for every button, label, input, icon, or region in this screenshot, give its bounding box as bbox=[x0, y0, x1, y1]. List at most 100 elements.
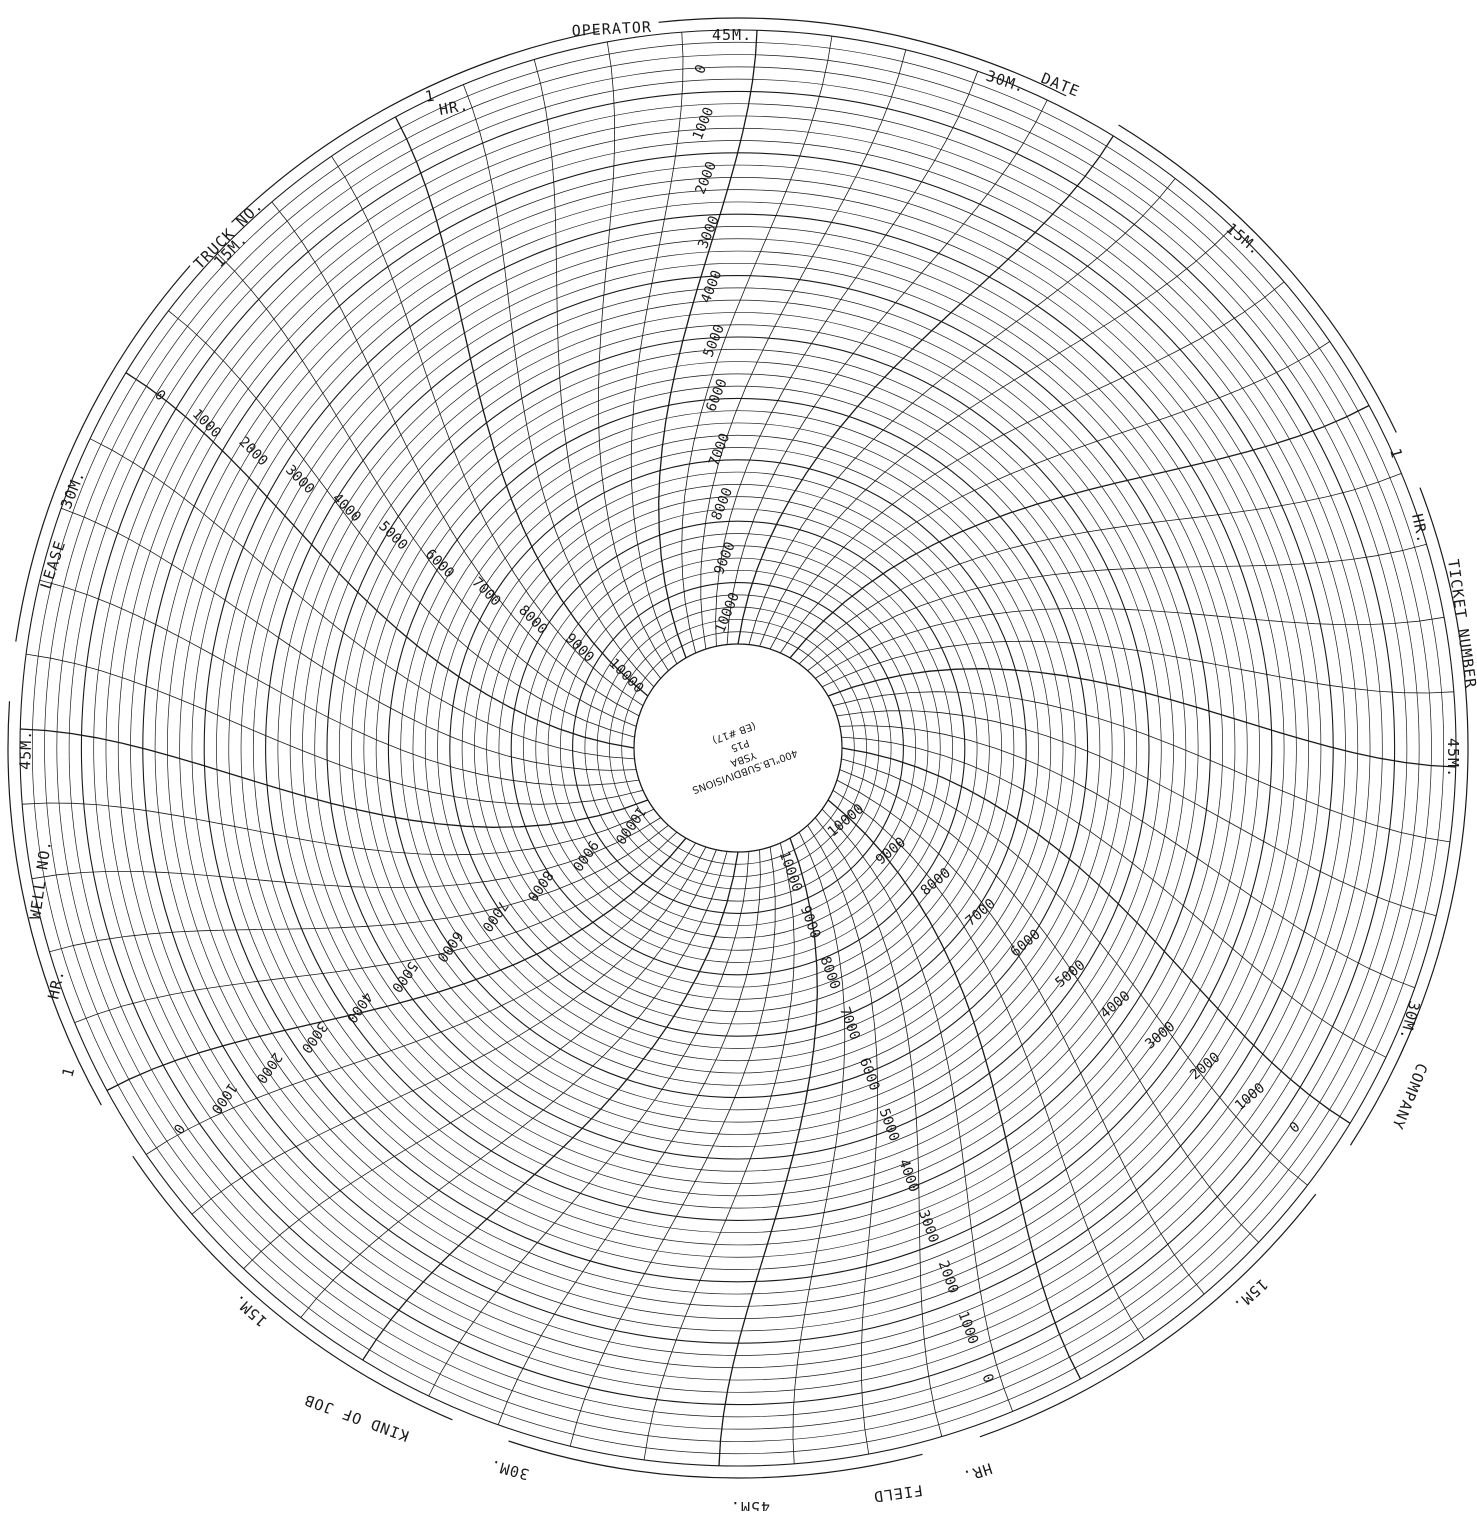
grid-ring bbox=[510, 520, 966, 976]
grid-ring bbox=[80, 90, 1396, 1406]
time-line bbox=[145, 842, 697, 1155]
scale-tick-label: 8000 bbox=[709, 485, 736, 522]
time-line bbox=[821, 808, 1013, 1412]
outer-ring-arc bbox=[7, 17, 1469, 1479]
scale-tick-label: 0 bbox=[692, 62, 710, 76]
grid-ring bbox=[105, 115, 1371, 1381]
time-line bbox=[789, 404, 1370, 659]
time-line bbox=[807, 825, 878, 1455]
scale-tick-label: 6000 bbox=[1008, 926, 1044, 960]
label-hr-left: HR. bbox=[44, 968, 68, 1001]
time-line bbox=[106, 837, 687, 1092]
label-operator: OPERATOR bbox=[571, 18, 652, 40]
time-line bbox=[598, 41, 669, 671]
time-line bbox=[841, 747, 1351, 1124]
grid-ring bbox=[56, 66, 1420, 1430]
scale-tick-label: 9000 bbox=[562, 630, 597, 665]
grid-ring bbox=[547, 557, 929, 939]
grid-ring bbox=[191, 201, 1285, 1295]
scale-tick-label: 6000 bbox=[433, 928, 465, 965]
scale-tick-label: 0 bbox=[170, 1120, 188, 1136]
label-min-45-bottom: 45M. bbox=[730, 1498, 770, 1511]
scale-tick-label: 2000 bbox=[236, 434, 271, 469]
grid-ring bbox=[277, 287, 1199, 1209]
time-line bbox=[300, 851, 728, 1318]
time-line bbox=[168, 310, 635, 738]
time-line bbox=[832, 789, 1145, 1341]
time-line bbox=[815, 608, 1445, 679]
time-line bbox=[331, 155, 644, 707]
chart-grid bbox=[19, 29, 1457, 1467]
time-line bbox=[807, 543, 1427, 672]
grid-ring bbox=[596, 606, 880, 890]
time-line bbox=[74, 831, 678, 1023]
time-line bbox=[20, 728, 649, 828]
scale-tick-label: 1000 bbox=[690, 105, 717, 142]
grid-ring bbox=[240, 250, 1236, 1246]
scale-tick-label: 6000 bbox=[856, 1056, 883, 1093]
grid-ring bbox=[265, 275, 1211, 1221]
scale-tick-label: 5000 bbox=[876, 1106, 903, 1143]
grid-ring bbox=[498, 508, 978, 988]
grid-ring bbox=[252, 262, 1224, 1234]
time-line bbox=[737, 135, 1114, 645]
scale-tick-label: 5000 bbox=[1052, 957, 1088, 991]
time-line bbox=[718, 837, 818, 1466]
grid-ring bbox=[572, 582, 904, 914]
scale-tick-label: 1000 bbox=[207, 1080, 239, 1117]
time-line bbox=[569, 846, 776, 1447]
time-line bbox=[821, 640, 1454, 694]
grid-ring bbox=[130, 140, 1346, 1356]
time-line bbox=[217, 253, 637, 727]
scale-tick-label: 4000 bbox=[1097, 988, 1133, 1022]
label-ticket-number: TICKET NUMBER bbox=[1444, 558, 1477, 690]
time-line bbox=[700, 49, 907, 650]
time-line bbox=[839, 725, 1415, 989]
scale-tick-label: 8000 bbox=[515, 602, 550, 637]
scale-tick-label: 4000 bbox=[329, 490, 364, 525]
grid-ring bbox=[424, 434, 1052, 1062]
grid-ring bbox=[216, 226, 1260, 1270]
time-line bbox=[759, 227, 1233, 647]
time-line bbox=[125, 372, 635, 749]
grid-ring bbox=[314, 324, 1162, 1172]
grid-ring bbox=[31, 41, 1445, 1455]
scale-tick-label: 3000 bbox=[915, 1208, 942, 1245]
label-hr1-left: 1 bbox=[58, 1065, 78, 1079]
grid-ring bbox=[68, 78, 1408, 1418]
time-line bbox=[832, 691, 1450, 843]
scale-tick-label: 0 bbox=[1287, 1119, 1304, 1137]
grid-ring bbox=[486, 496, 990, 1000]
scale-tick-label: 5000 bbox=[388, 958, 420, 995]
grid-ring bbox=[302, 312, 1174, 1184]
time-line bbox=[836, 779, 1205, 1295]
label-hr-bottom: HR. bbox=[960, 1459, 994, 1485]
time-line bbox=[827, 668, 1456, 768]
scale-tick-label: 3000 bbox=[695, 214, 722, 251]
scale-tick-label: 10000 bbox=[605, 656, 646, 697]
time-line bbox=[658, 30, 758, 659]
scale-tick-label: 7000 bbox=[836, 1005, 863, 1042]
grid-ring bbox=[449, 459, 1027, 1037]
time-line bbox=[89, 438, 635, 760]
label-min-30-top: 30M. bbox=[984, 67, 1028, 97]
grid-ring bbox=[584, 594, 892, 902]
label-date: DATE bbox=[1039, 69, 1083, 101]
time-line bbox=[841, 736, 1387, 1058]
grid-ring bbox=[44, 54, 1432, 1442]
grid-ring bbox=[338, 348, 1138, 1148]
time-line bbox=[497, 849, 761, 1425]
time-line bbox=[827, 799, 1082, 1380]
time-line bbox=[26, 653, 644, 805]
grid-ring bbox=[375, 385, 1101, 1111]
grid-ring bbox=[461, 471, 1015, 1025]
time-line bbox=[836, 710, 1437, 917]
time-line bbox=[841, 758, 1308, 1186]
grid-ring bbox=[387, 397, 1089, 1099]
center-hub bbox=[633, 643, 843, 853]
scale-tick-label: 8000 bbox=[816, 954, 843, 991]
label-min-45-top: 45M. bbox=[712, 26, 752, 44]
grid-ring bbox=[535, 545, 941, 951]
outer-ring bbox=[7, 17, 1469, 1479]
